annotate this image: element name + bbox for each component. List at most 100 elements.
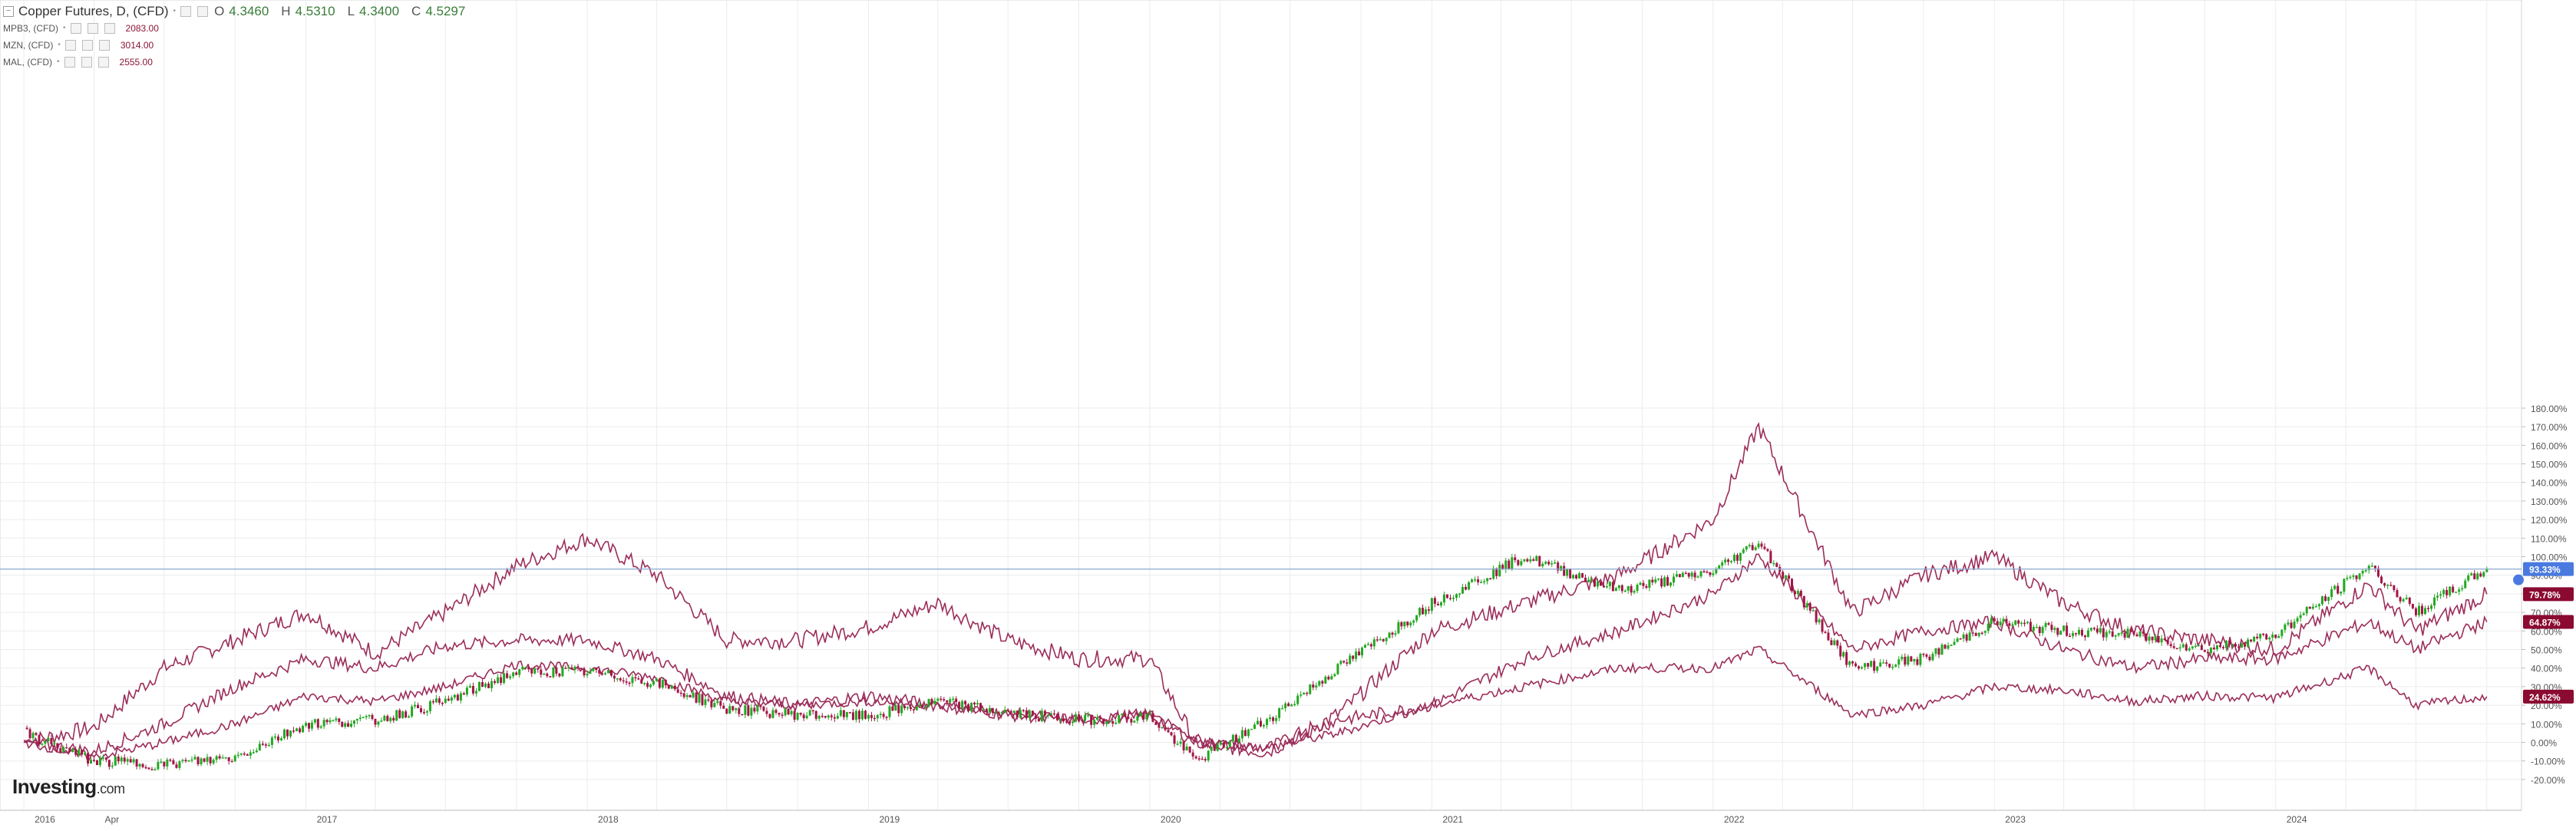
candle-body — [305, 723, 308, 726]
candle-body — [961, 701, 964, 709]
ohlc-high-key: H — [281, 4, 291, 18]
candle-body — [1782, 572, 1785, 579]
candle-body — [1715, 568, 1718, 574]
candle-body — [147, 767, 150, 770]
candle-body — [296, 728, 299, 731]
candle-body — [2411, 604, 2414, 608]
settings-icon[interactable] — [64, 40, 76, 51]
collapse-icon[interactable]: − — [3, 6, 14, 17]
candle-body — [2059, 631, 2062, 635]
candle-body — [362, 717, 365, 718]
candle-body — [814, 711, 817, 719]
x-tick-label: Apr — [104, 814, 119, 825]
candle-body — [2151, 636, 2154, 641]
candle-body — [1409, 622, 1412, 625]
candle-body — [512, 672, 515, 677]
hide-icon[interactable] — [81, 40, 93, 51]
candle-body — [1376, 639, 1379, 641]
dropdown-dot-icon[interactable]: • — [58, 41, 61, 49]
candle-body — [586, 673, 589, 676]
candle-body — [1870, 661, 1873, 667]
candle-body — [903, 705, 907, 708]
close-icon[interactable] — [98, 40, 110, 51]
candle-body — [2389, 585, 2393, 586]
close-icon[interactable] — [97, 57, 109, 68]
candle-body — [2244, 643, 2247, 647]
candle-body — [864, 711, 867, 719]
candle-body — [71, 749, 74, 753]
candle-body — [808, 710, 811, 716]
candle-body — [441, 702, 444, 704]
candle-body — [735, 707, 738, 711]
close-icon[interactable] — [104, 23, 115, 34]
candle-body — [802, 714, 805, 719]
candle-body — [1204, 759, 1207, 760]
candle-body — [175, 764, 178, 768]
candle-body — [2072, 633, 2075, 636]
candle-body — [1170, 732, 1173, 736]
candle-body — [138, 763, 141, 767]
candle-body — [2142, 631, 2145, 634]
candle-body — [524, 667, 527, 668]
candle-body — [1523, 559, 1526, 562]
candle-body — [1788, 575, 1791, 579]
candle-body — [2393, 585, 2396, 591]
candle-body — [425, 711, 428, 713]
candle-body — [1303, 692, 1306, 695]
value-badge — [2523, 689, 2574, 704]
candle-body — [2005, 618, 2008, 624]
candle-body — [625, 681, 628, 683]
candle-body — [848, 712, 851, 714]
candle-body — [1724, 559, 1727, 562]
candle-body — [1885, 662, 1888, 664]
candle-body — [255, 750, 258, 753]
dropdown-dot-icon[interactable]: • — [63, 24, 66, 32]
hide-icon[interactable] — [81, 57, 92, 68]
candle-body — [395, 710, 398, 721]
candle-body — [1617, 585, 1620, 589]
candle-body — [377, 721, 380, 725]
dropdown-dot-icon[interactable]: • — [57, 58, 60, 66]
settings-icon[interactable] — [180, 6, 192, 17]
candle-body — [1718, 566, 1721, 569]
settings-icon[interactable] — [64, 57, 75, 68]
candle-body — [1993, 618, 1996, 622]
symbol-title: Copper Futures, D, (CFD) — [18, 4, 169, 18]
hide-icon[interactable] — [197, 6, 209, 17]
candle-body — [1551, 563, 1554, 565]
candle-body — [1748, 545, 1751, 546]
candle-body — [193, 757, 197, 760]
candle-body — [1968, 632, 1971, 641]
investing-logo[interactable]: Investing.com — [12, 775, 125, 799]
y-tick-label: 100.00% — [2531, 552, 2568, 563]
dropdown-dot-icon[interactable]: • — [173, 7, 177, 15]
candle-body — [940, 698, 943, 701]
candle-body — [1901, 656, 1904, 660]
candle-body — [2317, 604, 2320, 607]
candle-body — [561, 668, 564, 677]
candle-body — [1913, 659, 1916, 662]
candle-body — [1075, 714, 1078, 722]
candle-body — [1111, 721, 1115, 724]
candle-body — [1442, 594, 1445, 603]
hide-icon[interactable] — [87, 23, 98, 34]
candle-body — [2069, 635, 2072, 638]
comparison-value: 2555.00 — [119, 57, 153, 68]
candle-body — [1182, 741, 1185, 750]
candle-body — [909, 707, 912, 710]
candle-body — [1336, 664, 1339, 674]
candle-body — [1281, 707, 1284, 710]
candle-body — [1342, 661, 1346, 663]
ohlc-high-value: 4.5310 — [295, 4, 335, 18]
candle-body — [1605, 585, 1608, 588]
candle-body — [1760, 543, 1763, 547]
candle-body — [805, 715, 808, 719]
candle-body — [44, 741, 47, 744]
candle-body — [2461, 588, 2464, 590]
candle-body — [728, 706, 732, 714]
settings-icon[interactable] — [70, 23, 81, 34]
candle-body — [438, 698, 441, 703]
candle-body — [1742, 549, 1745, 553]
